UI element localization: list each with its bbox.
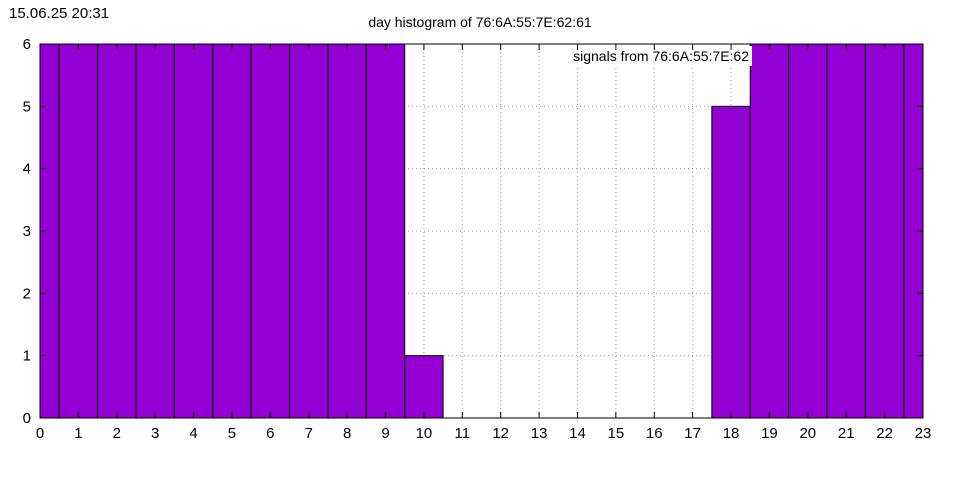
x-tick-label: 22 [876,425,893,442]
x-tick-label: 13 [531,425,548,442]
bar-hour-6 [250,43,291,419]
x-tick-label: 23 [915,425,932,442]
legend-background [546,46,752,66]
x-tick-label: 20 [799,425,816,442]
legend-label: signals from 76:6A:55:7E:62 [573,48,749,64]
x-tick-label: 18 [723,425,740,442]
x-tick-label: 3 [151,425,159,442]
chart-title: day histogram of 76:6A:55:7E:62:61 [368,14,592,30]
x-tick-label: 17 [684,425,701,442]
x-tick-label: 15 [608,425,625,442]
y-tick-label: 5 [23,98,31,115]
y-tick-label: 0 [23,410,31,427]
x-tick-label: 8 [343,425,351,442]
bar-hour-1 [58,43,99,419]
bar-hour-21 [826,43,866,419]
x-tick-label: 12 [492,425,509,442]
y-tick-label: 2 [23,285,31,302]
x-tick-label: 9 [381,425,389,442]
x-tick-label: 7 [305,425,313,442]
timestamp: 15.06.25 20:31 [9,5,109,22]
x-tick-label: 19 [761,425,778,442]
y-tick-label: 4 [23,161,31,178]
x-tick-label: 21 [838,425,855,442]
bar-hour-9 [365,43,406,419]
bar-hour-20 [788,43,828,419]
x-tick-label: 16 [646,425,663,442]
bar-hour-4 [173,43,214,419]
x-tick-label: 4 [189,425,197,442]
bar-hour-5 [212,43,252,419]
x-tick-label: 11 [455,425,471,442]
bar-hour-2 [97,43,137,419]
x-tick-label: 10 [416,425,433,442]
bar-hour-7 [289,43,329,419]
x-tick-label: 2 [113,425,121,442]
y-tick-label: 1 [23,348,31,365]
bar-hour-18 [711,105,751,419]
x-tick-label: 1 [74,425,82,442]
bars-group [39,43,924,419]
bar-hour-22 [864,43,905,419]
x-tick-label: 14 [569,425,586,442]
bar-hour-19 [749,43,790,419]
bar-hour-3 [135,43,175,419]
bar-hour-8 [327,43,367,419]
y-tick-label: 6 [23,36,31,53]
x-tick-label: 5 [228,425,236,442]
x-tick-label: 0 [36,425,44,442]
x-tick-label: 6 [266,425,274,442]
axis-ticks: 0 1 2 3 4 5 6 7 8 9 10 11 12 13 14 15 16 17 18 19 20 21 22 2301… [23,36,932,442]
y-tick-label: 3 [23,223,31,240]
bar-hour-10 [404,355,444,419]
